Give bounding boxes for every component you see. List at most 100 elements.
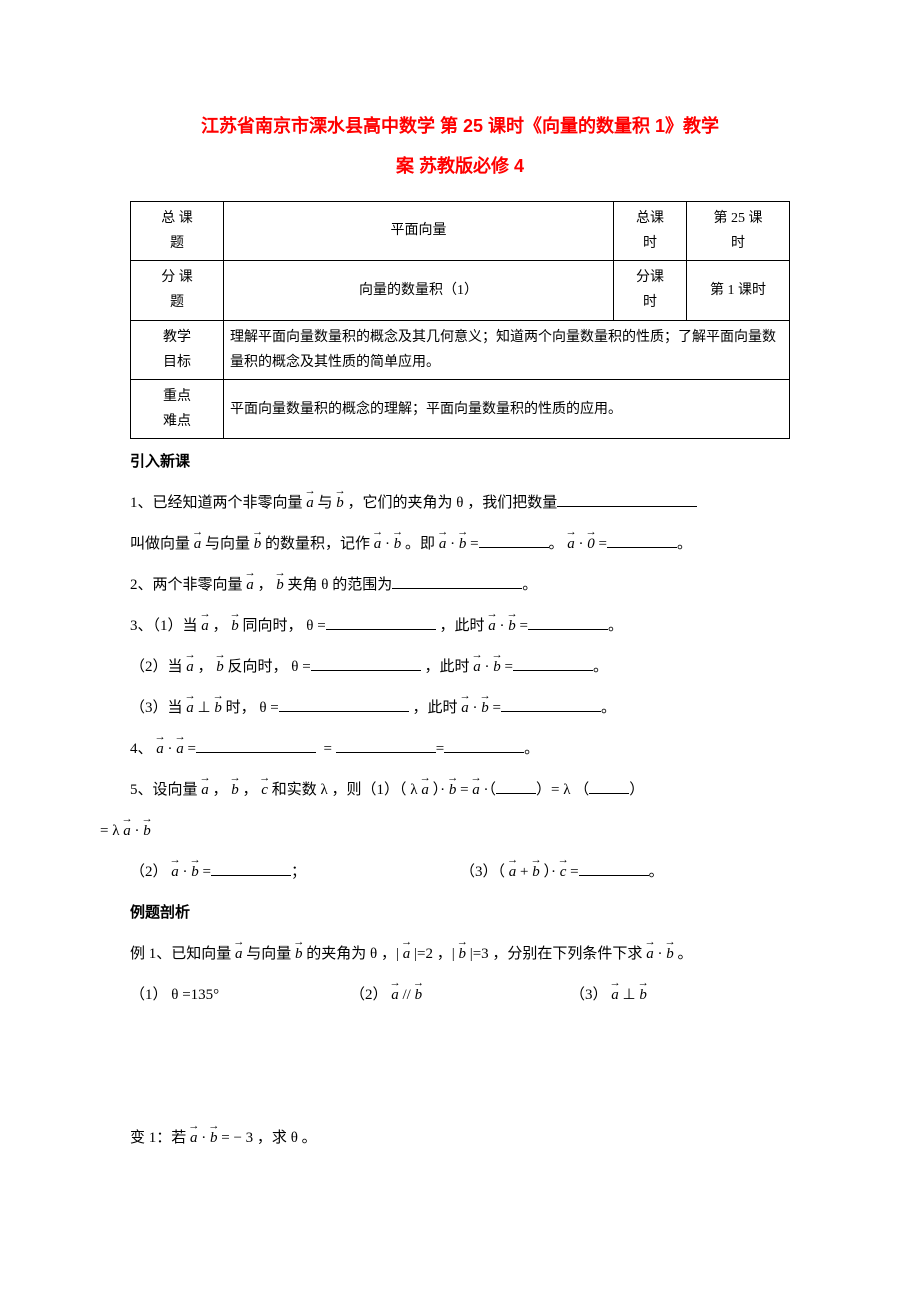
q3-text-c: ，此时 xyxy=(424,659,469,675)
q3-1: 3、（1）当 a ， b 同向时， θ = ，此时 a · b =。 xyxy=(130,613,790,640)
cell-r4c1: 重点 难点 xyxy=(131,379,224,438)
q4-text-a: 4、 xyxy=(130,741,153,757)
vec-b: b xyxy=(459,531,467,558)
cell-r3c1: 教学 目标 xyxy=(131,320,224,379)
q5-line1: 5、设向量 a ， b ， c 和实数 λ ，则（1）（ λ a ）· b = … xyxy=(130,777,790,804)
vec-a: a xyxy=(421,777,429,804)
dot: · xyxy=(450,536,455,552)
vec-a: a xyxy=(201,777,209,804)
vec-a: a xyxy=(646,941,654,968)
parallel: // xyxy=(403,987,411,1003)
q2-text-b: 夹角 xyxy=(288,577,318,593)
ex1: 例 1、已知向量 a 与向量 b 的夹角为 θ ，| a |=2 ，| b |=… xyxy=(130,941,790,968)
cell-r1c3: 总课 时 xyxy=(614,201,687,260)
q3-text-c: ，此时 xyxy=(413,700,458,716)
vec-a: a xyxy=(306,490,314,517)
ex1-text-f: |=3 ，分别在下列条件下求 xyxy=(470,946,643,962)
q1-text-h: 。即 xyxy=(405,536,435,552)
lambda: λ xyxy=(112,823,119,839)
q5-text-e: ·（ xyxy=(484,782,497,798)
q5-3a: （3）（ xyxy=(460,864,505,880)
vec-a: a xyxy=(461,695,469,722)
vec-a: a xyxy=(473,654,481,681)
var1-text-a: 变 1：若 xyxy=(130,1130,186,1146)
q1-line1: 1、已经知道两个非零向量 a 与 b ，它们的夹角为 θ ，我们把数量 xyxy=(130,490,790,517)
vec-a: a xyxy=(235,941,243,968)
theta: θ xyxy=(370,946,377,962)
ex1-subparts: （1） θ =135° （2） a // b （3） a ⊥ b xyxy=(130,982,790,1009)
cell-r1c1: 总 课 题 xyxy=(131,201,224,260)
var1: 变 1：若 a · b = − 3 ，求 θ 。 xyxy=(130,1125,790,1152)
section-examples-head: 例题剖析 xyxy=(130,900,790,927)
vec-zero: 0 xyxy=(587,531,595,558)
vec-b: b xyxy=(216,654,224,681)
vec-b: b xyxy=(458,941,466,968)
eq: = xyxy=(203,864,211,880)
q3e-text-b: 时， xyxy=(226,700,256,716)
eq: = xyxy=(188,741,196,757)
ex1-part3: （3） a ⊥ b xyxy=(570,982,790,1009)
cell-r1c2: 平面向量 xyxy=(224,201,614,260)
period: 。 xyxy=(522,577,537,593)
q5-text-a: 5、设向量 xyxy=(130,782,198,798)
cell-r4c2: 平面向量数量积的概念的理解；平面向量数量积的性质的应用。 xyxy=(224,379,790,438)
vec-b: b xyxy=(276,572,284,599)
dot: · xyxy=(385,536,390,552)
period: 。 xyxy=(549,536,564,552)
vec-b: b xyxy=(481,695,489,722)
q5-3b: ）· xyxy=(543,864,556,880)
plus: + xyxy=(520,864,528,880)
dot: · xyxy=(484,659,489,675)
comma: ， xyxy=(213,782,228,798)
ex1-text-b: 与向量 xyxy=(246,946,291,962)
comma: ， xyxy=(213,618,228,634)
vec-b: b xyxy=(295,941,303,968)
comma: ， xyxy=(198,659,213,675)
vec-a: a xyxy=(123,818,131,845)
vec-b: b xyxy=(508,613,516,640)
vec-a: a xyxy=(567,531,575,558)
cell-r1c4: 第 25 课 时 xyxy=(687,201,790,260)
theta: θ xyxy=(456,495,463,511)
lambda: λ xyxy=(410,782,417,798)
q2-text-a: 2、两个非零向量 xyxy=(130,577,243,593)
blank xyxy=(336,737,436,753)
ex1-text-a: 例 1、已知向量 xyxy=(130,946,231,962)
semicolon: ； xyxy=(291,864,306,880)
q1-text-d: ，我们把数量 xyxy=(467,495,557,511)
blank xyxy=(501,696,601,712)
dot: · xyxy=(473,700,478,716)
dot: · xyxy=(168,741,173,757)
blank xyxy=(496,778,536,794)
q5-line3: （2） a · b =； （3）（ a + b ）· c =。 xyxy=(130,859,790,886)
eq: = xyxy=(504,659,512,675)
q1-text-b: 与 xyxy=(318,495,333,511)
vec-b: b xyxy=(254,531,262,558)
vec-b: b xyxy=(532,859,540,886)
vec-b: b xyxy=(415,982,423,1009)
vec-a: a xyxy=(186,654,194,681)
blank xyxy=(528,614,608,630)
q5-text-d: ）· xyxy=(433,782,446,798)
doc-title-line2: 案 苏教版必修 4 xyxy=(130,150,790,182)
blank xyxy=(607,532,677,548)
eq: = xyxy=(100,823,108,839)
blank xyxy=(311,655,421,671)
dot: · xyxy=(201,1130,206,1146)
eq: = xyxy=(519,618,527,634)
ex1-part2: （2） a // b xyxy=(350,982,570,1009)
vec-b: b xyxy=(231,777,239,804)
dot: · xyxy=(499,618,504,634)
q1-line2: 叫做向量 a 与向量 b 的数量积，记作 a · b 。即 a · b =。 a… xyxy=(130,531,790,558)
theta: θ xyxy=(306,618,313,634)
q2: 2、两个非零向量 a ， b 夹角 θ 的范围为。 xyxy=(130,572,790,599)
vec-a: a xyxy=(190,1125,198,1152)
ex1-1: （1） xyxy=(130,987,168,1003)
vec-b: b xyxy=(394,531,402,558)
vec-a: a xyxy=(171,859,179,886)
period: 。 xyxy=(608,618,623,634)
vec-a: a xyxy=(403,941,411,968)
vec-b: b xyxy=(191,859,199,886)
period: 。 xyxy=(649,864,664,880)
comma: ， xyxy=(258,577,273,593)
